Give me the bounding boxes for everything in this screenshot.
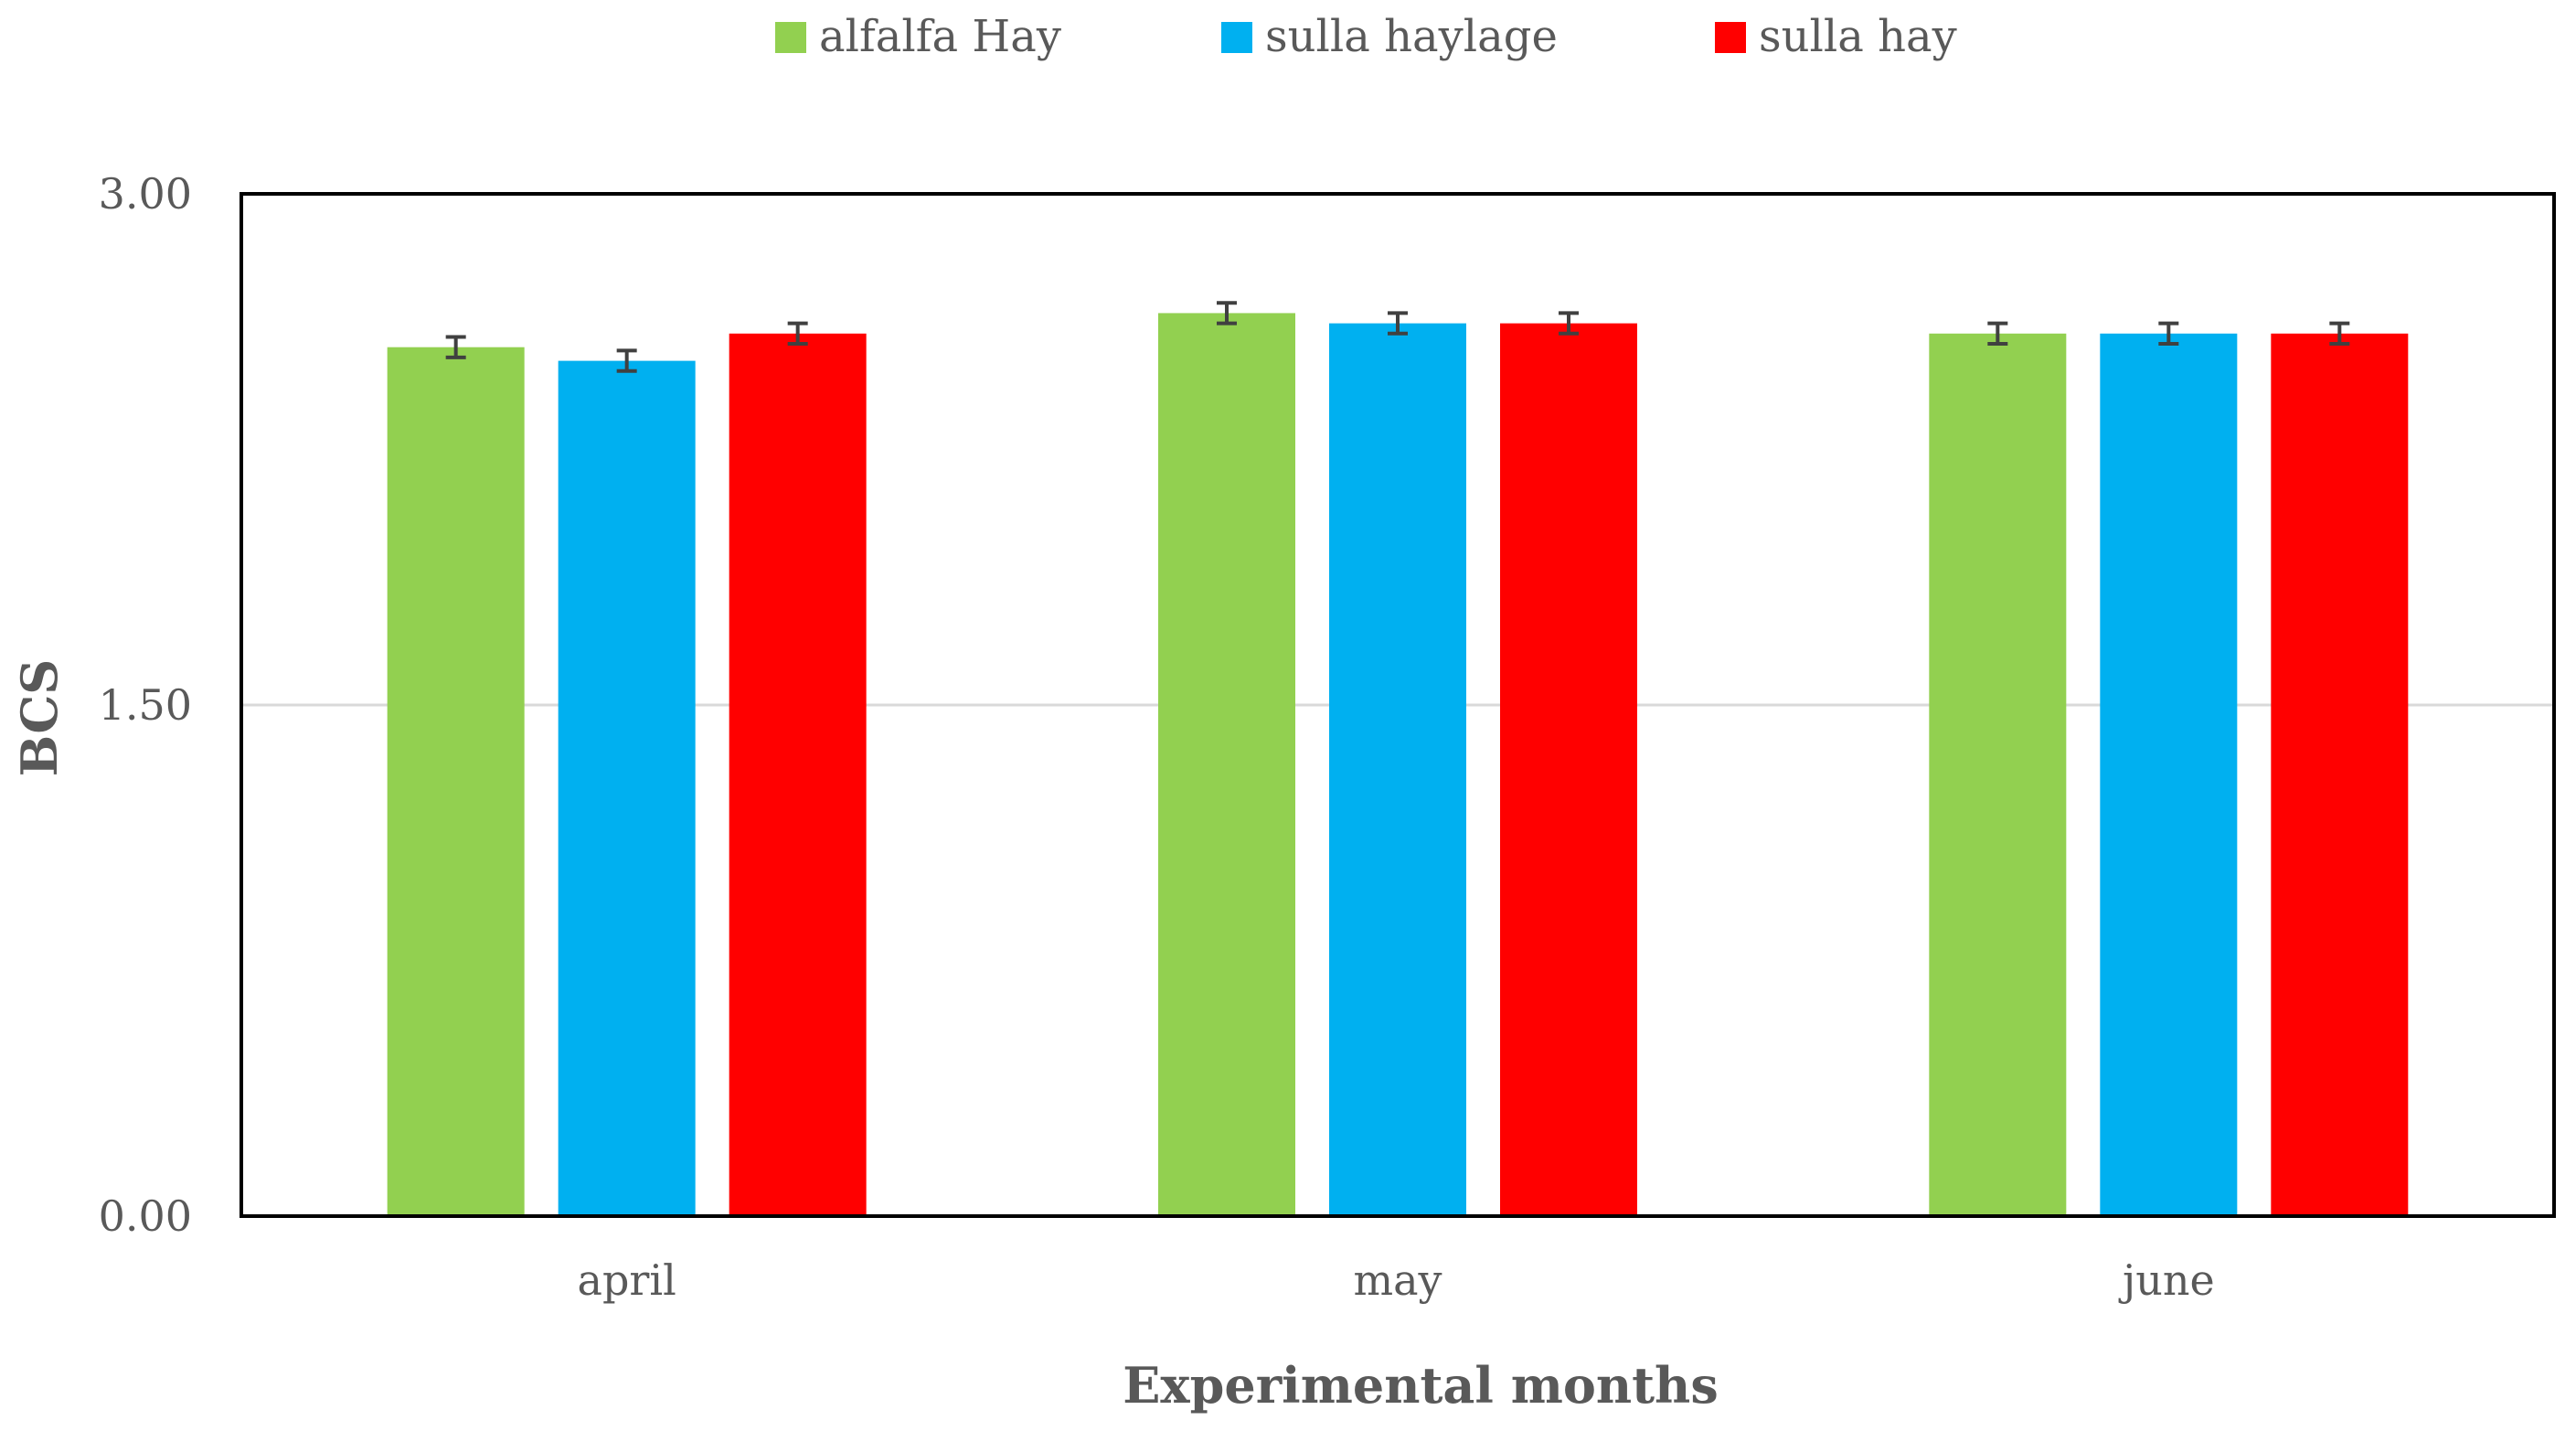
bar-may-0 — [1158, 313, 1295, 1216]
bar-april-2 — [729, 333, 867, 1216]
legend: alfalfa Hay sulla haylage sulla hay — [775, 11, 1957, 62]
x-tick-label-april: april — [578, 1255, 676, 1305]
legend-swatch — [775, 22, 806, 53]
error-bar-april-0 — [445, 335, 466, 359]
error-bar-may-0 — [1217, 301, 1237, 326]
y-tick-label: 0.00 — [99, 1191, 192, 1241]
legend-item-2: sulla hay — [1715, 11, 1957, 62]
x-tick-label-may: may — [1353, 1255, 1442, 1305]
legend-label: sulla hay — [1759, 11, 1957, 62]
error-bar-april-1 — [616, 348, 637, 373]
legend-label: sulla haylage — [1265, 11, 1558, 62]
legend-label: alfalfa Hay — [819, 11, 1061, 62]
error-bar-june-0 — [1987, 321, 2008, 346]
bar-april-1 — [558, 360, 696, 1216]
y-axis-tick-labels: 0.00 1.50 3.00 — [99, 169, 192, 1241]
error-bar-june-1 — [2158, 321, 2179, 346]
bar-april-0 — [387, 347, 525, 1216]
bars — [387, 313, 2409, 1216]
error-bar-may-1 — [1388, 311, 1408, 336]
bar-june-2 — [2271, 333, 2409, 1216]
legend-item-1: sulla haylage — [1221, 11, 1558, 62]
x-axis-tick-labels: april may june — [578, 1255, 2215, 1305]
bar-may-1 — [1329, 323, 1466, 1216]
error-bar-june-2 — [2329, 321, 2350, 346]
legend-swatch — [1221, 22, 1252, 53]
y-axis-title: BCS — [10, 659, 69, 777]
error-bar-may-2 — [1559, 311, 1579, 336]
x-axis-title: Experimental months — [1123, 1356, 1718, 1415]
plot-area-border — [240, 192, 2556, 1218]
bar-may-2 — [1500, 323, 1637, 1216]
legend-swatch — [1715, 22, 1746, 53]
x-tick-label-june: june — [2118, 1255, 2215, 1305]
error-bars — [445, 301, 2350, 373]
error-bar-april-2 — [787, 321, 808, 346]
y-tick-label: 1.50 — [99, 680, 192, 730]
y-tick-label: 3.00 — [99, 169, 192, 219]
legend-item-0: alfalfa Hay — [775, 11, 1061, 62]
bar-june-0 — [1929, 333, 2067, 1216]
bar-june-1 — [2100, 333, 2238, 1216]
